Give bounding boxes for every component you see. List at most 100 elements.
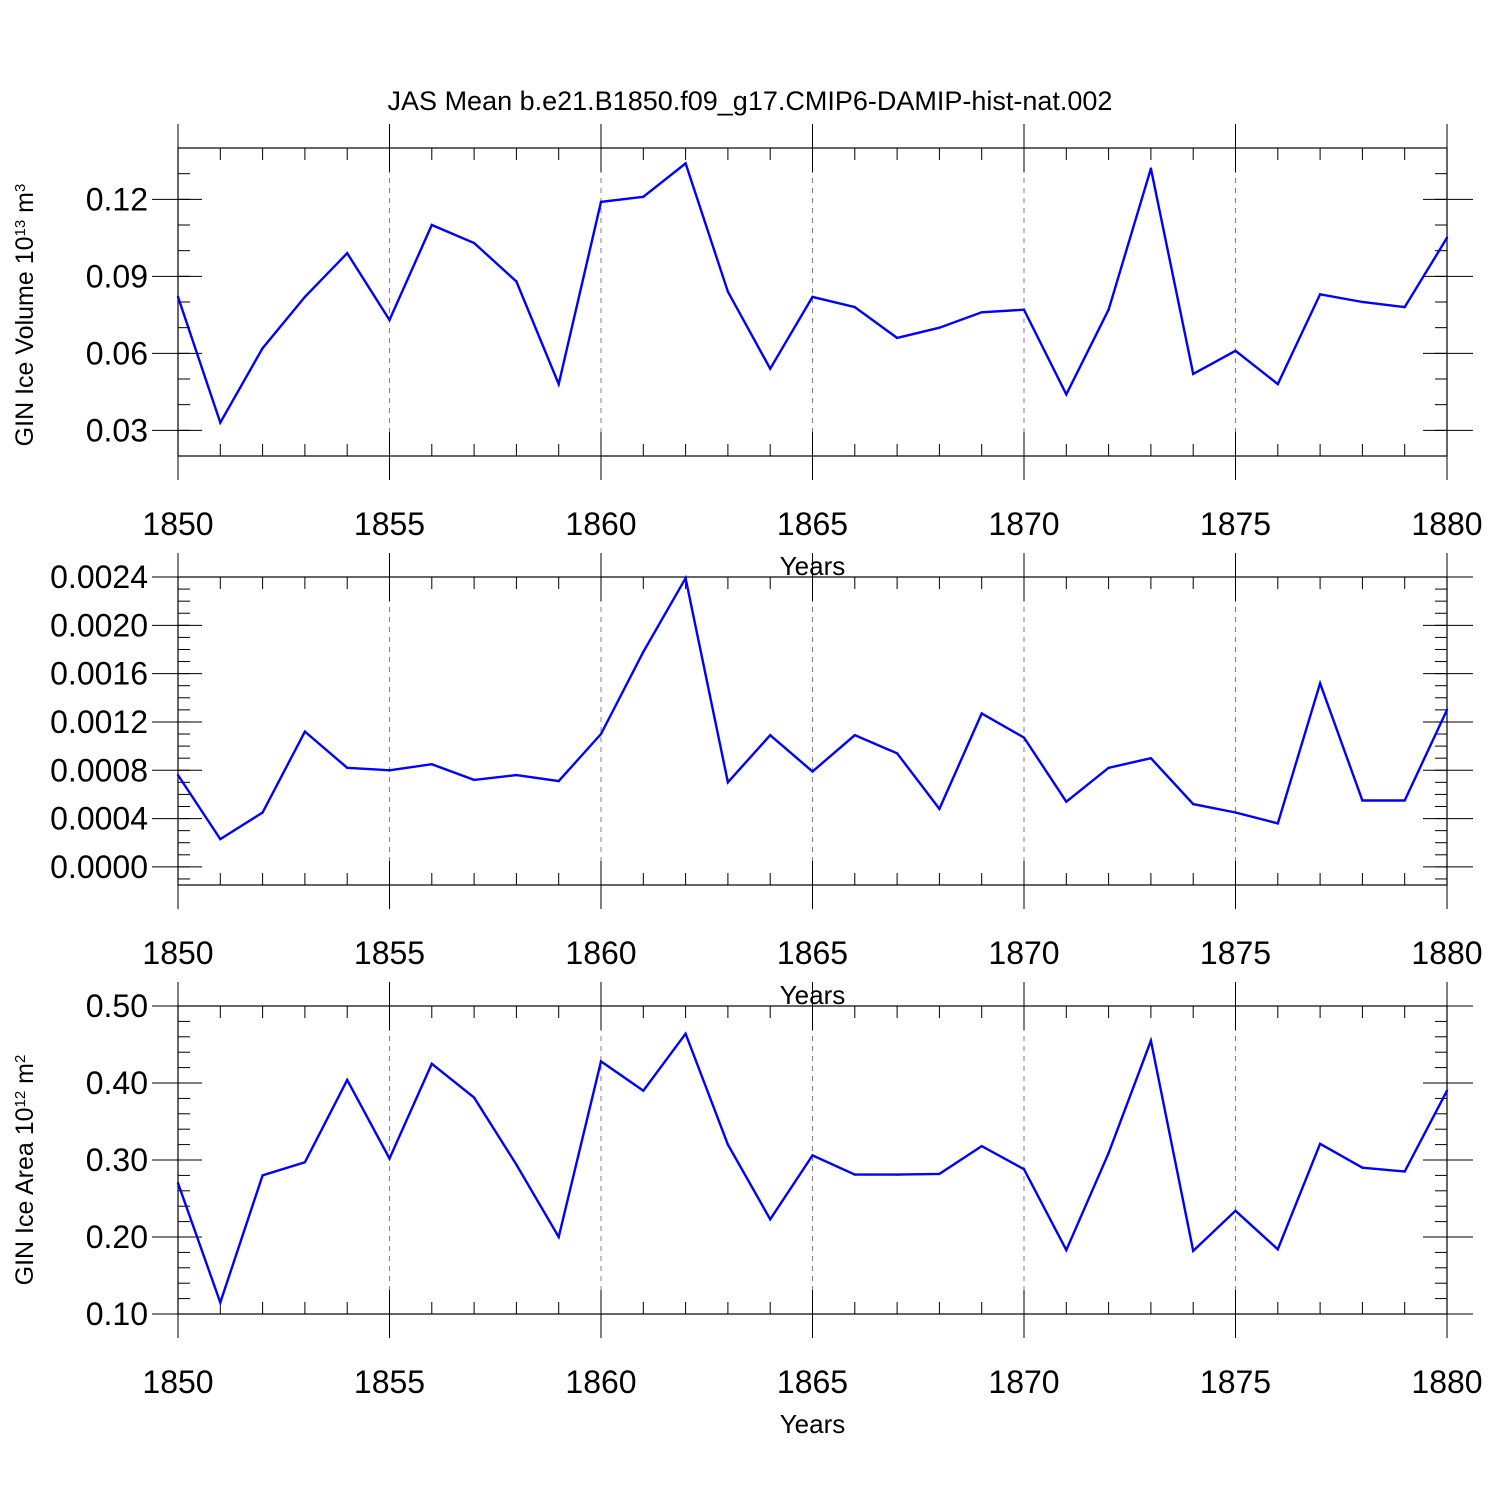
data-point [895, 752, 899, 755]
data-point [430, 223, 433, 227]
y-tick-label: 0.0024 [50, 559, 148, 595]
data-point [1361, 300, 1364, 304]
data-point [1403, 1170, 1406, 1173]
data-point [1107, 766, 1110, 770]
data-point [261, 811, 264, 814]
data-point [1445, 1089, 1449, 1092]
y-tick-label: 0.0000 [50, 849, 148, 885]
data-point [261, 1174, 264, 1177]
figure-title: JAS Mean b.e21.B1850.f09_g17.CMIP6-DAMIP… [388, 86, 1113, 116]
data-point [303, 1161, 307, 1164]
y-tick-label: 0.0012 [50, 704, 148, 740]
y-tick-label: 0.0004 [50, 801, 148, 837]
data-point [346, 252, 349, 255]
data-point [1318, 1142, 1322, 1146]
y-axis-title-part: GIN Ice Volume 10 [11, 236, 39, 446]
data-point [684, 577, 687, 580]
x-tick-label: 1860 [565, 935, 636, 971]
data-point [388, 318, 391, 322]
data-point [1403, 799, 1406, 802]
y-axis-title-part: m [0, 622, 2, 650]
y-axis-title-superscript: 13 [12, 220, 29, 237]
data-point [303, 730, 307, 733]
data-point [1361, 1166, 1364, 1169]
data-point [769, 734, 772, 737]
data-point [1361, 799, 1364, 802]
data-point [219, 837, 222, 841]
panel-ice-area: 0.10 0.20 0.30 0.40 0.50 1850 1855 1860 1865 1870… [11, 982, 1483, 1439]
data-point [1234, 811, 1237, 814]
data-point [346, 766, 349, 770]
data-point [176, 773, 180, 777]
data-point [346, 1078, 349, 1082]
data-point [515, 773, 518, 777]
y-tick-label: 0.10 [86, 1296, 148, 1332]
y-tick-label: 0.0008 [50, 752, 148, 788]
y-tick-label: 0.12 [86, 181, 148, 217]
data-point [303, 295, 307, 299]
y-axis-title: GIN Ice Area 1012 m2 [11, 1055, 39, 1286]
data-point [811, 1154, 814, 1157]
data-point [1149, 756, 1153, 760]
x-tick-label: 1860 [565, 1364, 636, 1400]
data-point [1192, 802, 1195, 806]
data-point [430, 763, 433, 766]
x-tick-label: 1880 [1411, 506, 1482, 542]
y-tick-label: 0.0016 [50, 656, 148, 692]
y-tick-label: 0.03 [86, 412, 148, 448]
y-tick-label: 0.09 [86, 258, 148, 294]
data-point [726, 1143, 730, 1146]
data-point [219, 421, 222, 424]
data-point [980, 712, 983, 715]
data-point [853, 305, 856, 309]
data-point [684, 1032, 687, 1035]
data-point [472, 778, 476, 782]
data-point [853, 734, 856, 737]
y-axis-title: GIN Ice Volume 1013 m3 [11, 184, 39, 447]
y-tick-label: 0.30 [86, 1142, 148, 1178]
x-tick-label: 1865 [777, 1364, 848, 1400]
data-point [1022, 1168, 1026, 1171]
data-point [1276, 382, 1280, 386]
data-point [1276, 822, 1280, 825]
x-tick-label: 1875 [1200, 935, 1271, 971]
x-tick-label: 1850 [142, 935, 213, 971]
data-point [388, 769, 391, 772]
y-tick-label: 0.20 [86, 1219, 148, 1255]
data-point [895, 1173, 899, 1176]
data-point [515, 280, 518, 283]
panel-snow-volume: 0.0000 0.0004 0.0008 0.0012 0.0016 0.0020 0.00… [0, 553, 1483, 1010]
x-axis-title: Years [780, 1409, 846, 1439]
data-point [726, 290, 730, 293]
y-axis-title-superscript: 12 [12, 1091, 29, 1108]
x-tick-label: 1880 [1411, 1364, 1482, 1400]
data-point [1234, 1209, 1237, 1213]
data-point [895, 336, 899, 340]
data-point [1318, 682, 1322, 685]
data-point [219, 1301, 222, 1304]
data-point [515, 1163, 518, 1166]
x-tick-label: 1870 [988, 935, 1059, 971]
data-point [388, 1157, 391, 1160]
data-point [599, 200, 603, 204]
data-point [557, 779, 560, 783]
data-point [599, 1060, 603, 1063]
data-point [642, 195, 645, 198]
data-point [1318, 293, 1322, 296]
data-point [1107, 308, 1110, 311]
data-point [642, 650, 645, 654]
data-point [261, 347, 264, 350]
x-tick-label: 1875 [1200, 1364, 1271, 1400]
x-tick-label: 1875 [1200, 506, 1271, 542]
y-axis-title-superscript: 3 [12, 184, 29, 192]
y-tick-label: 0.0020 [50, 607, 148, 643]
data-point [1065, 1248, 1068, 1252]
y-tick-label: 0.50 [86, 988, 148, 1024]
y-axis-title-part: m [11, 1063, 39, 1091]
data-point [1149, 167, 1153, 170]
y-axis-title-part: GIN Snow Volume 10 [0, 667, 2, 906]
x-tick-label: 1870 [988, 1364, 1059, 1400]
data-point [1445, 708, 1449, 712]
panel-ice-volume: 0.03 0.06 0.09 0.12 1850 1855 1860 1865 1870 1875… [11, 124, 1483, 581]
